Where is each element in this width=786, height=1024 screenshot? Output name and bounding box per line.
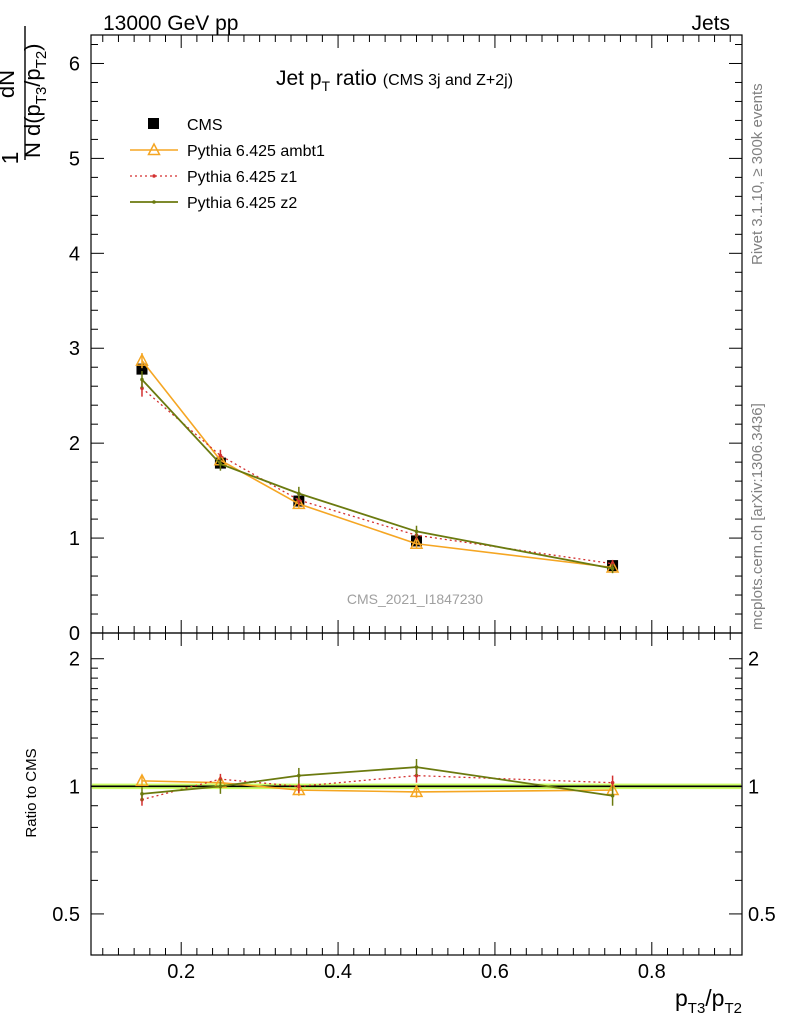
x-tick-label: 0.4 [324, 961, 352, 983]
series-z2 [140, 371, 615, 574]
legend-label: Pythia 6.425 z2 [187, 195, 297, 212]
rivet-label: Rivet 3.1.10, ≥ 300k events [749, 83, 766, 265]
legend-marker-cms [148, 118, 159, 129]
ylabel-one: 1 [0, 152, 23, 165]
ratio-ylabel: Ratio to CMS [23, 748, 40, 837]
legend-label: Pythia 6.425 ambt1 [187, 143, 325, 160]
marker-z1 [610, 780, 615, 785]
marker-z2 [414, 529, 419, 534]
y-tick-label: 1 [69, 528, 80, 550]
marker-z2 [140, 377, 144, 382]
marker-z2 [218, 784, 223, 789]
y-tick-label: 4 [69, 243, 80, 265]
ratio-y-tick-label-right: 0.5 [748, 904, 776, 926]
series-ambt1 [135, 352, 620, 573]
x-tick-label: 0.2 [167, 961, 195, 983]
analysis-watermark: CMS_2021_I1847230 [347, 591, 483, 607]
legend-label: Pythia 6.425 z1 [187, 169, 297, 186]
x-tick-label: 0.8 [638, 961, 666, 983]
marker-z2 [218, 462, 223, 466]
marker-z2 [610, 793, 615, 798]
series-z1 [140, 379, 615, 568]
header-left: 13000 GeV pp [103, 12, 238, 35]
marker-z1 [297, 784, 301, 789]
y-tick-label: 6 [69, 53, 80, 75]
ratio-y-tick-label-right: 1 [748, 776, 759, 798]
marker-ambt1 [409, 784, 424, 798]
legend-item-ambt1: Pythia 6.425 ambt1 [130, 142, 325, 160]
main-ylabel: 1 N d(pT3/pT2) dN [0, 26, 50, 164]
legend-item-z1: Pythia 6.425 z1 [130, 169, 297, 186]
legend: CMS Pythia 6.425 ambt1 Pythia 6.425 z1 Pyth… [130, 117, 325, 212]
ratio-y-tick-label-right: 2 [748, 649, 759, 671]
marker-ambt1 [292, 782, 306, 796]
ratio-y-tick-label: 1 [69, 776, 80, 798]
y-tick-label: 0 [69, 623, 80, 645]
main-panel: 0 1 2 3 4 5 6 Jet pT ratio (CMS 3j and Z+2j) CM… [69, 34, 743, 645]
marker-z1 [297, 498, 301, 502]
legend-marker-ambt1 [147, 142, 161, 156]
main-data [135, 352, 620, 574]
series-z2 [140, 759, 615, 806]
chart-title: Jet pT ratio (CMS 3j and Z+2j) [276, 67, 513, 94]
marker-z2 [610, 566, 615, 571]
y-tick-label: 5 [69, 148, 80, 170]
legend-marker-z2 [152, 200, 156, 204]
ratio-y-tick-label: 0.5 [52, 904, 80, 926]
xlabel: pT3/pT2 [675, 985, 742, 1017]
cms-point [136, 363, 148, 375]
legend-label: CMS [187, 117, 223, 134]
marker-z2 [414, 765, 419, 769]
ratio-y-tick-label: 2 [69, 649, 80, 671]
marker-z2 [297, 491, 301, 496]
marker-ambt1 [292, 496, 306, 510]
marker-z1 [140, 386, 144, 390]
main-ticks: 0 1 2 3 4 5 6 [69, 35, 742, 645]
legend-item-cms: CMS [148, 117, 223, 134]
marker-ambt1 [135, 773, 149, 787]
legend-item-z2: Pythia 6.425 z2 [130, 195, 297, 212]
legend-marker-z1 [152, 174, 156, 178]
marker-ambt1 [135, 352, 149, 366]
y-tick-label: 2 [69, 433, 80, 455]
header-right: Jets [691, 12, 730, 35]
mcplots-label: mcplots.cern.ch [arXiv:1306.3436] [749, 403, 766, 630]
ylabel-numerator: dN [0, 70, 19, 98]
y-tick-label: 3 [69, 338, 80, 360]
series-line-ambt1 [141, 360, 613, 569]
ratio-data [135, 759, 620, 806]
marker-z2 [140, 792, 144, 796]
marker-z2 [297, 773, 301, 778]
x-tick-label: 0.6 [481, 961, 509, 983]
ratio-ticks: 0.5 0.5 1 1 2 2 0.2 0.4 0.6 0.8 [52, 633, 776, 983]
ylabel-denominator: N d(pT3/pT2) [20, 43, 50, 158]
ratio-panel: 0.5 0.5 1 1 2 2 0.2 0.4 0.6 0.8 [52, 632, 776, 983]
marker-ambt1 [409, 536, 424, 550]
series-line-z1 [141, 387, 613, 565]
marker-z1 [218, 453, 223, 458]
series-line-z2 [141, 378, 613, 570]
